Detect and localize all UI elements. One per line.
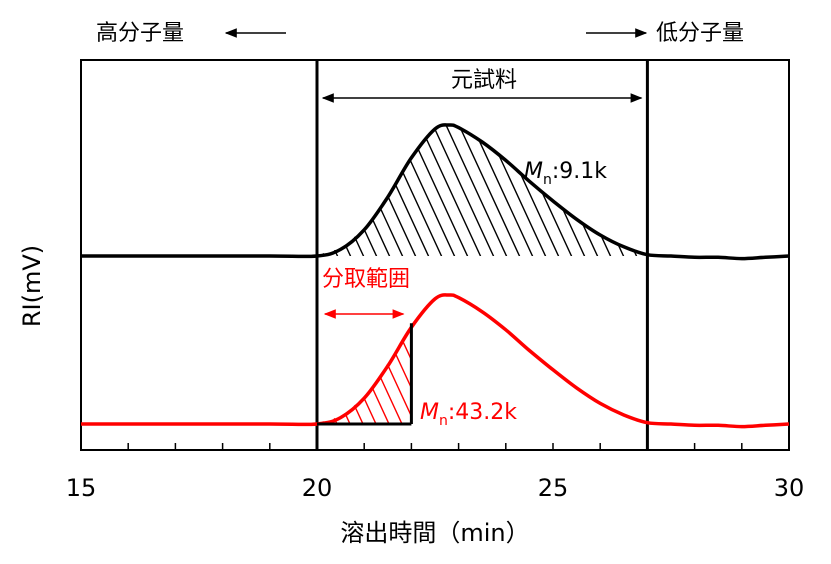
hatch-line [610, 124, 648, 256]
series-line-fraction [81, 293, 790, 429]
hatch-line [324, 124, 506, 256]
y-axis-label: RI(mV) [18, 245, 46, 327]
hatch-line [441, 124, 623, 256]
hatch-line [350, 124, 532, 256]
hatch-line [545, 124, 648, 256]
x-tick-label: 20 [302, 474, 333, 502]
x-tick-label: 30 [774, 474, 805, 502]
x-axis-label: 溶出時間（min） [340, 519, 529, 547]
hatch-line [363, 124, 545, 256]
hatch-line [317, 326, 412, 424]
hatch-line [402, 124, 584, 256]
hatch-line [317, 124, 454, 256]
high-mw-label: 高分子量 [96, 21, 184, 46]
hatch-line [317, 124, 493, 256]
hatch-line [480, 124, 648, 256]
low-mw-label: 低分子量 [656, 21, 744, 46]
x-tick-label: 25 [538, 474, 569, 502]
hatch-line [454, 124, 636, 256]
hatch-line [317, 326, 412, 424]
hatch-line [389, 124, 571, 256]
x-axis-ticks [127, 443, 743, 450]
hatch-line [317, 124, 428, 256]
mn-annotation-fraction: Mn:43.2k [420, 400, 517, 429]
x-tick-label: 15 [66, 474, 97, 502]
hatch-line [317, 124, 467, 256]
original-sample-label: 元試料 [451, 68, 517, 93]
hatch-line [317, 124, 441, 256]
hatch-line [597, 124, 648, 256]
fraction-range-label: 分取範囲 [322, 267, 410, 292]
mn-annotation-original: Mn:9.1k [524, 159, 607, 188]
hatch-line [376, 124, 558, 256]
x-axis-tick-labels: 15 20 25 30 [66, 474, 805, 502]
hatch-line [467, 124, 648, 256]
series-line-original [80, 123, 790, 261]
hatch-line [532, 124, 648, 256]
hatch-line [415, 124, 597, 256]
hatch-line [663, 60, 831, 450]
hatch-line [676, 60, 831, 450]
hatch-line [337, 124, 519, 256]
